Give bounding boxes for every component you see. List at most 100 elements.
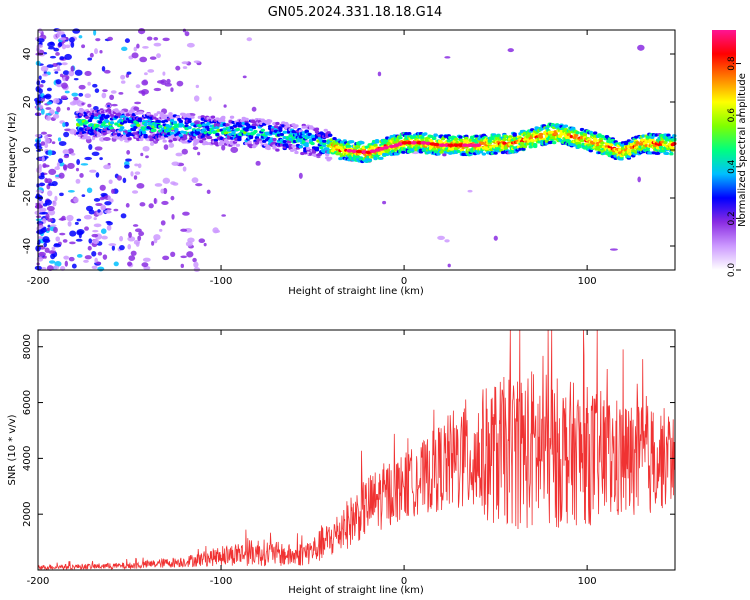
spectrogram-cell: [170, 87, 174, 92]
spectrogram-cell: [575, 131, 580, 135]
spectrogram-cell: [221, 115, 226, 119]
spectrogram-cell: [336, 151, 342, 155]
spectrogram-cell: [159, 228, 163, 232]
spectrogram-cell: [93, 105, 99, 111]
spectrogram-cell: [493, 235, 498, 241]
spectrogram-cell: [487, 139, 492, 143]
spectrogram-cell: [44, 199, 52, 206]
y-tick-label: 8000: [22, 334, 33, 359]
spectrogram-cell: [172, 182, 179, 186]
spectrogram-cell: [133, 175, 138, 180]
spectrogram-cell: [242, 75, 247, 79]
spectrogram-cell: [226, 128, 232, 132]
spectrogram-cell: [571, 126, 576, 131]
spectrogram-cell: [181, 61, 189, 65]
spectrogram-cell: [66, 106, 71, 111]
spectrogram-cell: [160, 79, 167, 86]
spectrogram-cell: [464, 136, 469, 140]
spectrogram-cell: [61, 62, 68, 66]
spectrogram-cell: [484, 146, 490, 151]
spectrogram-cell: [69, 128, 77, 135]
spectrogram-cell: [141, 130, 147, 135]
spectrogram-cell: [521, 147, 526, 151]
spectrogram-cell: [474, 134, 479, 138]
spectrogram-cell: [67, 148, 74, 155]
spectrogram-cell: [127, 244, 132, 250]
spectrogram-cell: [130, 250, 137, 256]
spectrogram-cell: [235, 127, 241, 132]
spectrogram-cell: [163, 144, 169, 150]
spectrogram-cell: [40, 141, 46, 146]
y-tick-label: -20: [22, 190, 33, 206]
spectrogram-cell: [519, 141, 525, 145]
spectrogram-cell: [457, 143, 464, 147]
spectrogram-cell: [62, 239, 68, 243]
colorbar: 0.0 0.2 0.4 0.6 0.8 Normalized spectral ampl…: [712, 30, 748, 277]
spectrogram-cell: [124, 140, 130, 143]
spectrogram-cell: [125, 73, 130, 78]
snr-y-axis-label: SNR (10 * v/v): [7, 414, 18, 485]
spectrogram-cell: [105, 220, 112, 224]
spectrogram-cell: [42, 94, 51, 98]
spectrogram-cell: [187, 119, 192, 124]
colorbar-label: Normalized spectral amplitude: [737, 73, 748, 227]
spectrogram-cell: [197, 151, 201, 156]
spectrogram-cell: [538, 135, 544, 139]
spectrogram-cell: [91, 265, 98, 270]
spectrogram-cell: [127, 137, 132, 141]
y-tick-label: 4000: [22, 446, 33, 471]
spectrogram-cell: [444, 239, 450, 243]
spectrogram-cell: [61, 82, 68, 89]
spectrogram-cell: [423, 132, 428, 136]
spectrogram-cell: [103, 137, 111, 141]
spectrogram-cell: [66, 214, 74, 222]
spectrogram-cell: [110, 188, 115, 194]
spectrogram-cell: [553, 132, 558, 136]
spectrogram-cell: [89, 169, 97, 173]
spectrogram-cell: [81, 44, 86, 49]
spectrogram-cell: [35, 189, 43, 193]
y-tick-label: 6000: [22, 390, 33, 415]
spectrogram-cell: [522, 144, 528, 149]
spectrogram-cell: [78, 35, 83, 39]
spectrogram-cell: [42, 163, 47, 169]
spectrogram-cell: [508, 135, 513, 139]
spectrogram-cell: [447, 263, 451, 268]
spectrogram-cell: [47, 224, 51, 228]
spectrogram-cell: [42, 73, 49, 77]
spectrogram-cell: [65, 44, 71, 49]
spectrogram-cell: [425, 141, 432, 146]
spectrogram-cell: [75, 178, 81, 184]
spectrogram-cell: [377, 71, 382, 77]
spectrogram-cell: [162, 139, 167, 143]
spectrogram-cell: [127, 261, 133, 267]
spectrogram-cell: [496, 146, 501, 151]
spectrogram-cell: [122, 120, 128, 124]
spectrogram-cell: [62, 70, 70, 76]
spectrogram-cell: [125, 113, 131, 117]
spectrogram-cell: [433, 133, 438, 137]
snr-series-line: [37, 329, 676, 571]
y-tick-label: -40: [22, 238, 33, 254]
spectrogram-cell: [39, 84, 44, 88]
spectrogram-cell: [666, 133, 671, 137]
spectrogram-cell: [161, 136, 166, 140]
spectrogram-cell: [153, 87, 162, 92]
spectrogram-cell: [54, 195, 58, 202]
spectrogram-cell: [79, 172, 84, 178]
spectrogram-cell: [134, 171, 141, 175]
spectrogram-cell: [453, 137, 459, 141]
spectrogram-cell: [200, 115, 205, 119]
spectrogram-cell: [35, 215, 42, 219]
spectrogram-cell: [76, 254, 83, 258]
y-tick-label: 20: [22, 96, 33, 109]
spectrogram-cell: [260, 128, 265, 132]
spectrogram-cell: [202, 137, 207, 141]
x-tick-label: 100: [578, 276, 597, 287]
spectrogram-cell: [143, 122, 148, 127]
spectrogram-cell: [244, 128, 249, 132]
spectrogram-cell: [126, 150, 131, 155]
spectrogram-cell: [86, 126, 91, 130]
spectrogram-cell: [45, 112, 52, 116]
